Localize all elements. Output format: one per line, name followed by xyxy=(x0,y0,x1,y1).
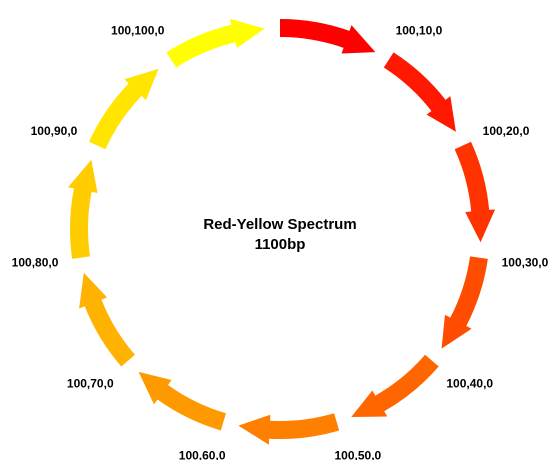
feature-arrow[interactable] xyxy=(383,52,456,132)
map-title: Red-Yellow Spectrum xyxy=(203,216,356,233)
feature-label: 100,30,0 xyxy=(502,256,549,270)
map-length: 1100bp xyxy=(255,236,306,253)
feature-label: 100,70,0 xyxy=(67,377,114,391)
feature-label: 100,90,0 xyxy=(31,124,78,138)
feature-label: 100,10,0 xyxy=(396,23,443,37)
feature-arrow[interactable] xyxy=(238,413,340,445)
feature-label: 100,100,0 xyxy=(111,23,165,37)
feature-arrow[interactable] xyxy=(351,354,439,417)
feature-arrow[interactable] xyxy=(79,272,135,367)
feature-labels: 100,0,0100,10,0100,20,0100,30,0100,40,01… xyxy=(12,23,549,460)
feature-arrow[interactable] xyxy=(138,371,226,431)
feature-arrows xyxy=(68,18,496,445)
feature-label: 100,80,0 xyxy=(12,256,59,270)
feature-arrow[interactable] xyxy=(68,159,98,259)
feature-arrow[interactable] xyxy=(166,18,265,68)
feature-arrow[interactable] xyxy=(280,19,376,54)
feature-label: 100,60,0 xyxy=(179,448,226,460)
feature-label: 100,20,0 xyxy=(483,124,530,138)
feature-label: 100,50,0 xyxy=(334,448,381,460)
feature-label: 100,40,0 xyxy=(446,377,493,391)
feature-arrow[interactable] xyxy=(454,141,496,243)
feature-arrow[interactable] xyxy=(441,256,488,349)
feature-arrow[interactable] xyxy=(88,68,159,150)
